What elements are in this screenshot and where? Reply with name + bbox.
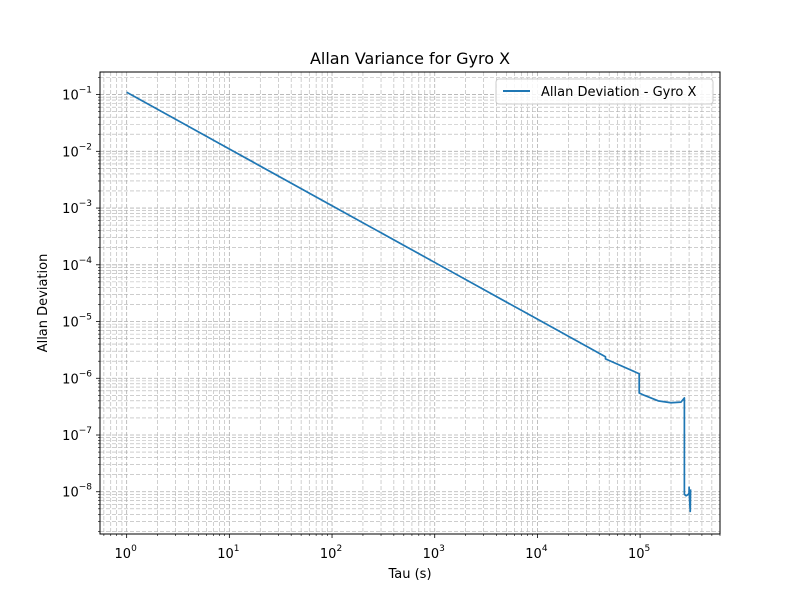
legend-label: Allan Deviation - Gyro X: [541, 85, 697, 100]
grid-lines: [100, 72, 721, 534]
legend: Allan Deviation - Gyro X: [495, 78, 714, 105]
x-tick-label: 101: [217, 544, 239, 562]
x-tick-label: 103: [423, 544, 445, 562]
y-tick-label: 10−2: [62, 142, 92, 160]
y-tick-label: 10−3: [62, 199, 92, 217]
x-tick-label: 105: [628, 544, 650, 562]
y-tick-label: 10−5: [62, 313, 92, 331]
legend-box: [495, 78, 714, 105]
x-tick-label: 100: [115, 544, 138, 562]
y-tick-label: 10−4: [62, 256, 92, 274]
y-tick-label: 10−8: [62, 483, 92, 501]
y-axis-label: Allan Deviation: [36, 254, 51, 353]
plot-frame: [99, 71, 721, 535]
series-layer: [126, 91, 692, 513]
y-tick-label: 10−6: [62, 369, 92, 387]
axis-ticks: 100 101 102 103 104 105 10−8 10−7 10−6 10−5 10−4 10…: [62, 77, 721, 562]
y-tick-label: 10−7: [62, 426, 92, 444]
series-line-0: [126, 91, 692, 513]
x-tick-label: 104: [525, 544, 548, 562]
x-tick-label: 102: [320, 544, 342, 562]
chart-title: Allan Variance for Gyro X: [310, 49, 510, 68]
y-tick-label: 10−1: [62, 86, 92, 104]
x-axis-label: Tau (s): [387, 567, 431, 582]
